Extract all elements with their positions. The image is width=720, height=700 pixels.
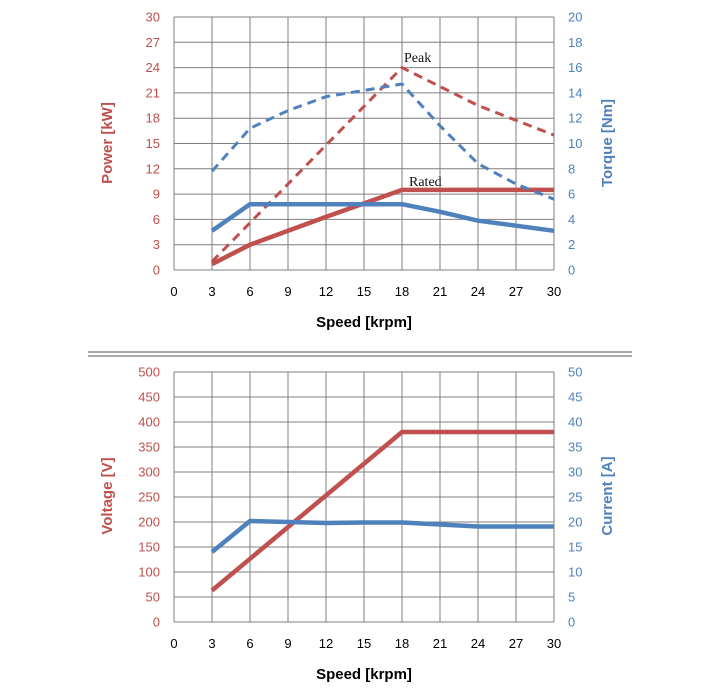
right-y-tick-label: 16 (568, 60, 582, 75)
left-y-tick-labels: 0 50 100 150 200 250 300 350 400 450 500 (138, 365, 160, 630)
right-y-tick-label: 4 (568, 212, 575, 227)
plot-grid (173, 371, 555, 623)
x-tick-label: 18 (395, 636, 409, 651)
x-tick-label: 21 (433, 636, 447, 651)
x-tick-label: 12 (319, 284, 333, 299)
right-y-tick-label: 2 (568, 237, 575, 252)
left-y-tick-label: 200 (138, 515, 160, 530)
x-tick-label: 15 (357, 284, 371, 299)
panel-divider (88, 351, 632, 357)
right-y-tick-label: 14 (568, 85, 582, 100)
left-y-tick-label: 300 (138, 465, 160, 480)
plot-grid (173, 16, 555, 271)
right-y-tick-label: 0 (568, 263, 575, 278)
right-axis-solid-series-line (210, 518, 554, 554)
x-tick-labels: 0 3 6 9 12 15 18 21 24 27 30 (170, 284, 561, 299)
right-y-tick-label: 50 (568, 365, 582, 380)
left-y-tick-label: 21 (146, 85, 160, 100)
left-y-tick-label: 12 (146, 161, 160, 176)
right-y-tick-label: 10 (568, 136, 582, 151)
annotation-rated: Rated (409, 175, 442, 190)
right-y-tick-label: 45 (568, 390, 582, 405)
right-y-tick-label: 12 (568, 111, 582, 126)
right-y-tick-label: 15 (568, 540, 582, 555)
left-axis-solid-series-line (210, 187, 554, 267)
left-y-axis-title: Voltage [V] (99, 457, 116, 534)
left-y-tick-label: 450 (138, 390, 160, 405)
left-axis-dashed-series-line (210, 66, 555, 263)
left-y-tick-label: 18 (146, 111, 160, 126)
x-tick-label: 27 (509, 284, 523, 299)
left-y-tick-labels: 0 3 6 9 12 15 18 21 24 27 30 (146, 10, 160, 278)
x-tick-labels: 0 3 6 9 12 15 18 21 24 27 30 (170, 636, 561, 651)
right-y-tick-labels: 0 2 4 6 8 10 12 14 16 18 20 (568, 10, 582, 278)
right-y-tick-label: 5 (568, 590, 575, 605)
left-y-tick-label: 250 (138, 490, 160, 505)
annotation-peak: Peak (404, 51, 431, 66)
x-tick-label: 3 (208, 284, 215, 299)
right-y-tick-label: 10 (568, 565, 582, 580)
x-tick-label: 3 (208, 636, 215, 651)
left-axis-solid-series-line (210, 429, 554, 593)
left-y-tick-label: 24 (146, 60, 160, 75)
right-y-axis-title: Current [A] (599, 456, 616, 535)
x-tick-label: 0 (170, 284, 177, 299)
left-y-tick-label: 3 (153, 237, 160, 252)
left-y-tick-label: 27 (146, 35, 160, 50)
left-y-tick-label: 350 (138, 440, 160, 455)
x-tick-label: 12 (319, 636, 333, 651)
left-y-tick-label: 0 (153, 615, 160, 630)
x-axis-title: Speed [krpm] (316, 314, 412, 331)
left-y-tick-label: 15 (146, 136, 160, 151)
left-y-tick-label: 30 (146, 10, 160, 25)
right-y-tick-label: 25 (568, 490, 582, 505)
x-tick-label: 18 (395, 284, 409, 299)
x-tick-label: 24 (471, 636, 485, 651)
right-y-tick-label: 20 (568, 10, 582, 25)
right-y-tick-label: 8 (568, 161, 575, 176)
left-y-tick-label: 0 (153, 263, 160, 278)
left-y-tick-label: 100 (138, 565, 160, 580)
x-tick-label: 27 (509, 636, 523, 651)
series-group (210, 429, 554, 593)
right-y-tick-label: 35 (568, 440, 582, 455)
right-y-tick-label: 20 (568, 515, 582, 530)
x-axis-title: Speed [krpm] (316, 666, 412, 683)
left-y-tick-label: 500 (138, 365, 160, 380)
left-y-tick-label: 50 (146, 590, 160, 605)
left-y-tick-label: 400 (138, 415, 160, 430)
left-y-axis-title: Power [kW] (99, 102, 116, 184)
x-tick-label: 30 (547, 284, 561, 299)
right-y-tick-label: 18 (568, 35, 582, 50)
x-tick-label: 9 (284, 284, 291, 299)
x-tick-label: 21 (433, 284, 447, 299)
x-tick-label: 30 (547, 636, 561, 651)
right-y-tick-label: 30 (568, 465, 582, 480)
x-tick-label: 0 (170, 636, 177, 651)
x-tick-label: 6 (246, 284, 253, 299)
x-tick-label: 6 (246, 636, 253, 651)
right-y-axis-title: Torque [Nm] (599, 99, 616, 187)
right-axis-dashed-series-line (210, 82, 555, 201)
right-y-tick-label: 40 (568, 415, 582, 430)
x-tick-label: 9 (284, 636, 291, 651)
voltage-current-chart: 0 3 6 9 12 15 18 21 24 27 30 050100150200250300350… (99, 365, 616, 684)
left-y-tick-label: 6 (153, 212, 160, 227)
right-y-tick-label: 0 (568, 615, 575, 630)
x-tick-label: 24 (471, 284, 485, 299)
left-y-tick-label: 9 (153, 187, 160, 202)
right-axis-solid-series-line (210, 201, 555, 234)
right-y-tick-labels: 0 5 10 15 20 25 30 35 40 45 50 (568, 365, 582, 630)
left-y-tick-label: 150 (138, 540, 160, 555)
series-group (210, 66, 555, 267)
x-tick-label: 15 (357, 636, 371, 651)
right-y-tick-label: 6 (568, 187, 575, 202)
